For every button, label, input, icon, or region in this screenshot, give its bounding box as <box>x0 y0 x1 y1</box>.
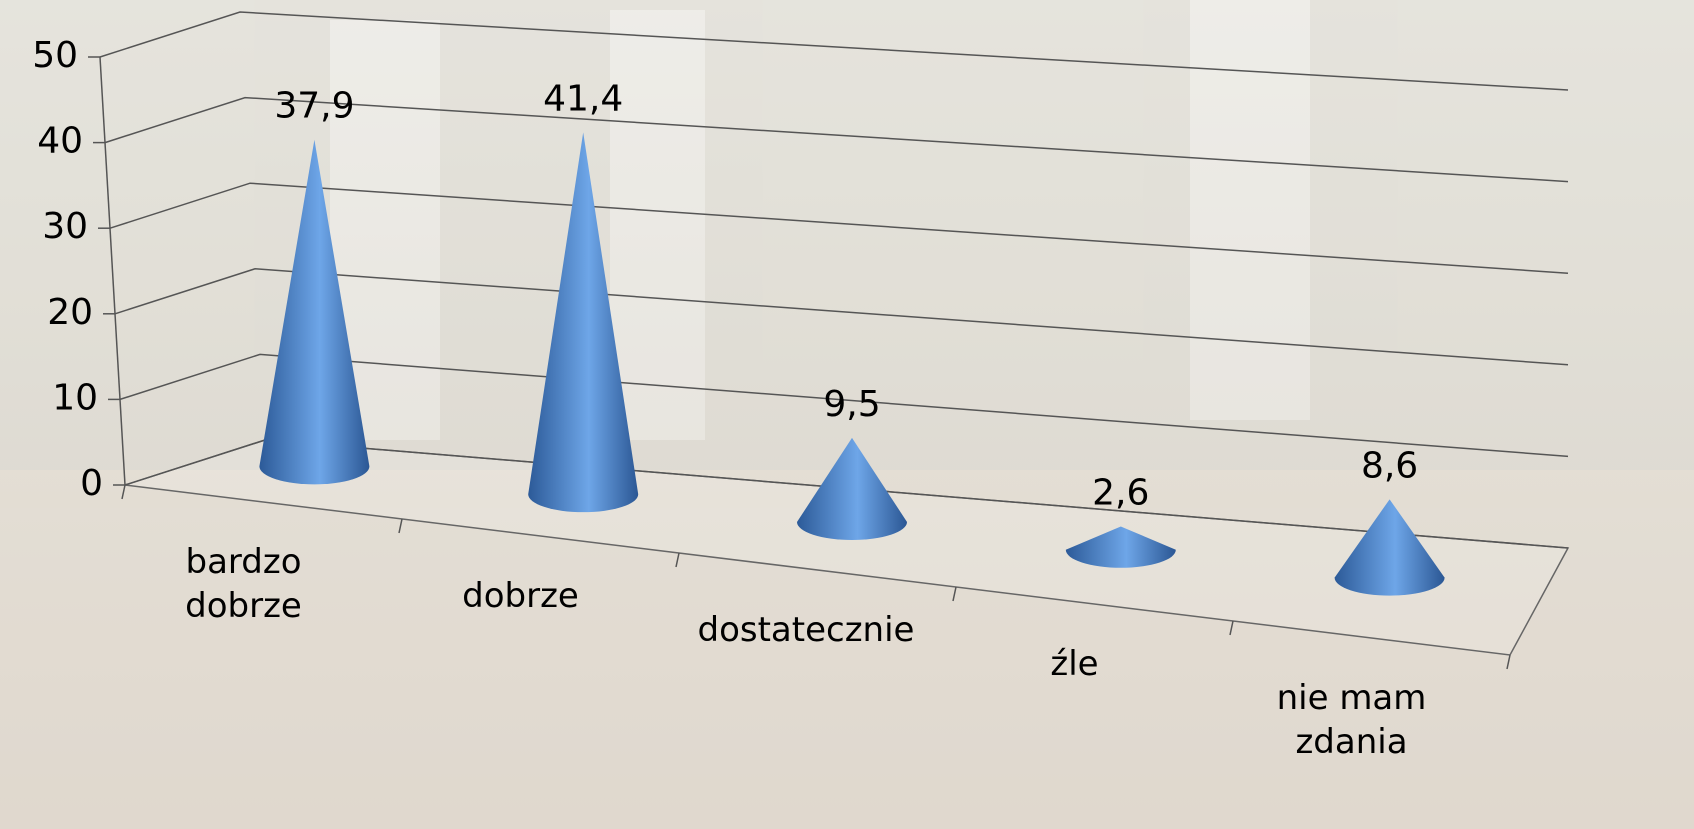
x-tick-mark <box>121 484 126 500</box>
cone <box>528 132 639 513</box>
x-tick-label: nie mam zdania <box>1276 678 1427 762</box>
cone <box>1334 499 1445 596</box>
value-label: 8,6 <box>1361 445 1418 486</box>
y-tick-label: 10 <box>52 377 98 418</box>
y-tick-label: 50 <box>32 35 78 76</box>
y-tick-label: 0 <box>80 463 103 504</box>
value-label: 41,4 <box>543 78 623 119</box>
y-tick-label: 20 <box>47 292 93 333</box>
x-tick-label: dobrze <box>462 576 579 616</box>
x-tick-label: dostatecznie <box>697 610 915 650</box>
grid-line <box>109 182 1569 274</box>
cone <box>1065 526 1176 568</box>
grid-line <box>119 353 1569 458</box>
x-tick-mark <box>398 518 403 534</box>
x-tick-mark <box>952 586 957 602</box>
y-tick-label: 40 <box>37 121 83 162</box>
grid-line <box>99 11 1569 91</box>
cone <box>797 437 907 540</box>
y-tick-label: 30 <box>42 206 88 247</box>
x-tick-mark <box>675 552 680 568</box>
y-axis <box>99 56 126 486</box>
value-label: 9,5 <box>823 384 880 425</box>
value-label: 2,6 <box>1092 472 1149 513</box>
grid-line <box>104 96 1569 183</box>
grid-line <box>114 268 1569 366</box>
cone <box>259 139 370 485</box>
x-tick-label: źle <box>1050 644 1099 684</box>
x-tick-label: bardzo dobrze <box>185 542 302 626</box>
x-tick-mark <box>1229 620 1234 636</box>
x-tick-mark <box>1506 654 1511 670</box>
value-label: 37,9 <box>274 86 354 127</box>
